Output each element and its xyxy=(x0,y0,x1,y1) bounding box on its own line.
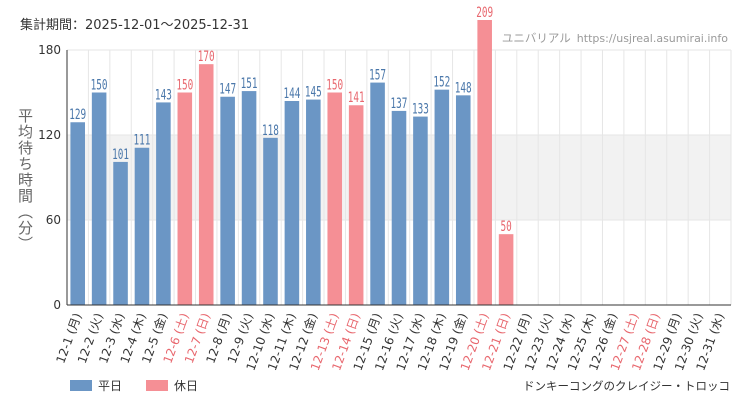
y-axis-title: 平均待ち時間（分） xyxy=(16,108,34,252)
bar-12-2 xyxy=(91,92,107,305)
bar-12-20 xyxy=(477,20,492,305)
bar-12-9 xyxy=(241,91,257,305)
value-label-12-9: 151 xyxy=(241,75,258,91)
value-label-12-18: 152 xyxy=(433,74,450,90)
site-name: ユニバリアル xyxy=(501,31,571,45)
value-label-12-1: 129 xyxy=(69,106,86,122)
bar-12-18 xyxy=(434,89,450,306)
bar-12-10 xyxy=(263,137,278,305)
value-label-12-19: 148 xyxy=(455,79,472,95)
legend: 平日 休日 xyxy=(70,377,222,394)
legend-swatch-holiday xyxy=(146,380,169,391)
bar-12-6 xyxy=(177,92,193,305)
value-label-12-2: 150 xyxy=(91,77,108,93)
bar-12-1 xyxy=(70,122,85,305)
value-label-12-5: 143 xyxy=(155,87,172,103)
value-label-12-15: 157 xyxy=(369,67,386,83)
value-label-12-17: 133 xyxy=(412,101,429,117)
site-url[interactable]: https://usjreal.asumirai.info xyxy=(576,32,728,45)
value-label-12-11: 144 xyxy=(283,85,300,101)
legend-label-holiday: 休日 xyxy=(174,379,199,393)
attraction-name: ドンキーコングのクレイジー・トロッコ xyxy=(523,379,730,393)
bar-12-21 xyxy=(498,234,514,305)
value-label-12-12: 145 xyxy=(305,84,322,100)
value-label-12-21: 50 xyxy=(500,218,511,234)
value-label-12-4: 111 xyxy=(134,132,151,148)
bar-12-7 xyxy=(198,64,214,306)
value-label-12-16: 137 xyxy=(391,95,408,111)
bar-12-4 xyxy=(134,147,150,305)
bar-12-14 xyxy=(348,105,364,305)
legend-label-weekday: 平日 xyxy=(98,379,123,393)
value-label-12-10: 118 xyxy=(262,122,279,138)
y-tick-label: 0 xyxy=(53,298,61,312)
legend-swatch-weekday xyxy=(70,380,92,391)
bar-12-8 xyxy=(220,96,235,305)
value-label-12-6: 150 xyxy=(176,77,193,93)
y-tick-label: 60 xyxy=(46,213,61,227)
value-label-12-8: 147 xyxy=(219,81,236,97)
y-tick-label: 180 xyxy=(38,43,61,57)
bar-12-16 xyxy=(391,110,407,306)
value-label-12-20: 209 xyxy=(476,4,493,20)
period-label: 集計期間：2025-12-01～2025-12-31 xyxy=(20,18,250,33)
legend-item-holiday: 休日 xyxy=(146,377,198,394)
bar-12-3 xyxy=(113,161,128,305)
bar-12-13 xyxy=(327,92,343,305)
value-label-12-7: 170 xyxy=(198,48,215,64)
value-label-12-14: 141 xyxy=(348,89,365,105)
bar-12-19 xyxy=(455,95,471,305)
bar-12-17 xyxy=(413,116,428,305)
site-credit: ユニバリアル https://usjreal.asumirai.info xyxy=(502,30,728,46)
legend-item-weekday: 平日 xyxy=(70,377,122,394)
y-tick-label: 120 xyxy=(38,128,61,142)
bar-12-11 xyxy=(284,101,300,305)
bar-12-15 xyxy=(370,82,385,305)
bar-12-12 xyxy=(306,99,321,305)
value-label-12-13: 150 xyxy=(326,77,343,93)
bar-12-5 xyxy=(156,102,171,306)
value-label-12-3: 101 xyxy=(112,146,129,162)
